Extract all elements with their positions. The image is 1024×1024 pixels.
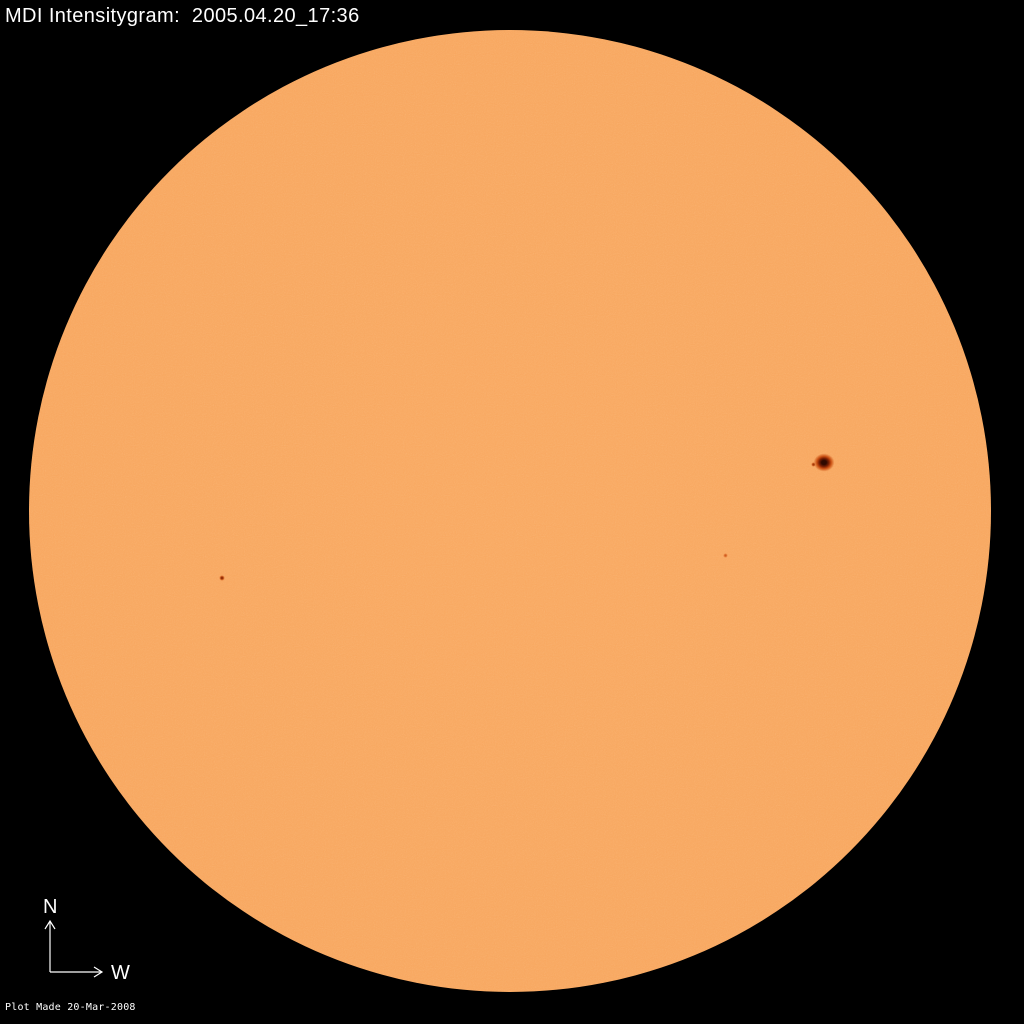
west-arrow: [50, 966, 104, 978]
west-label: W: [111, 962, 130, 984]
north-label: N: [43, 896, 57, 918]
plot-made-caption: Plot Made 20-Mar-2008: [5, 1002, 136, 1013]
orientation-compass: N W: [43, 896, 130, 984]
granulation-texture: [29, 30, 991, 992]
plot-title: MDI Intensitygram: 2005.04.20_17:36: [5, 5, 360, 27]
north-arrow: [44, 919, 56, 972]
sun-disk: [29, 30, 991, 992]
